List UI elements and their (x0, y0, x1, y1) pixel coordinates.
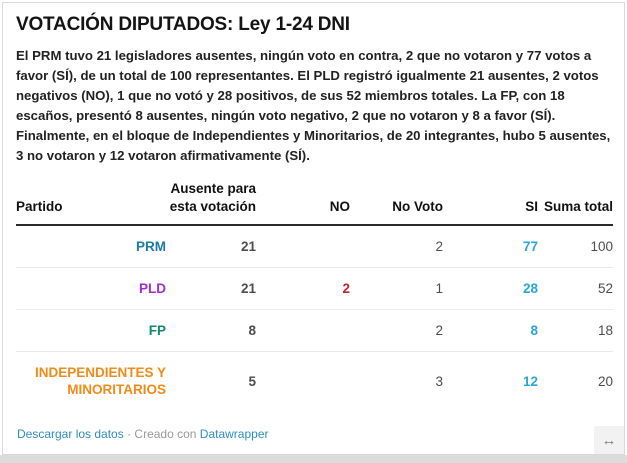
cell-no-voto: 2 (350, 309, 443, 352)
cell-si: 28 (443, 267, 538, 310)
cell-suma-total: 18 (538, 309, 613, 352)
column-header-si: SI (525, 199, 538, 214)
column-header-partido: Partido (16, 199, 63, 214)
footer-separator: · (127, 427, 132, 441)
column-header-no-voto: No Voto (392, 199, 443, 214)
table-row: PRM 21 2 77 100 (16, 225, 613, 268)
cell-suma-total: 100 (538, 225, 613, 268)
page-background-strip (0, 455, 627, 463)
chart-title: VOTACIÓN DIPUTADOS: Ley 1-24 DNI (16, 14, 350, 35)
cell-no-voto: 2 (350, 225, 443, 268)
column-header-no: NO (329, 199, 350, 214)
resize-handle[interactable]: ↔ (594, 426, 624, 454)
cell-party-independientes: INDEPENDIENTES Y MINORITARIOS (34, 365, 166, 397)
cell-no (256, 309, 350, 352)
chart-description: El PRM tuvo 21 legisladores ausentes, ni… (16, 48, 611, 163)
cell-no: 2 (256, 267, 350, 310)
cell-ausente: 21 (166, 267, 256, 310)
cell-ausente: 8 (166, 309, 256, 352)
table-row: PLD 21 2 1 28 52 (16, 267, 613, 310)
credit-text: Creado con (134, 427, 197, 441)
download-data-link[interactable]: Descargar los datos (17, 427, 124, 441)
cell-suma-total: 20 (597, 373, 613, 389)
cell-si: 8 (443, 309, 538, 352)
cell-no-voto: 3 (435, 373, 443, 389)
cell-ausente: 5 (248, 373, 256, 389)
votes-table: Partido Ausente para esta votación NO No… (16, 180, 613, 410)
cell-si: 12 (522, 373, 538, 389)
card-footer: Descargar los datos · Creado con Datawra… (17, 427, 269, 441)
column-header-suma-total: Suma total (543, 199, 613, 214)
cell-si: 77 (443, 225, 538, 268)
cell-suma-total: 52 (538, 267, 613, 310)
table-header-row: Partido Ausente para esta votación NO No… (16, 180, 613, 225)
table-row: FP 8 2 8 18 (16, 309, 613, 352)
cell-party-prm: PRM (16, 225, 166, 268)
table-row: INDEPENDIENTES Y MINORITARIOS 5 3 12 20 (16, 352, 613, 411)
datawrapper-card: VOTACIÓN DIPUTADOS: Ley 1-24 DNI El PRM … (2, 2, 625, 455)
cell-no-voto: 1 (350, 267, 443, 310)
cell-party-fp: FP (16, 309, 166, 352)
column-header-ausente: Ausente para esta votación (169, 181, 256, 214)
cell-no (256, 352, 350, 411)
datawrapper-credit-link[interactable]: Datawrapper (199, 427, 269, 441)
cell-no (256, 225, 350, 268)
cell-ausente: 21 (166, 225, 256, 268)
horizontal-resize-icon: ↔ (601, 431, 617, 449)
cell-party-pld: PLD (16, 267, 166, 310)
